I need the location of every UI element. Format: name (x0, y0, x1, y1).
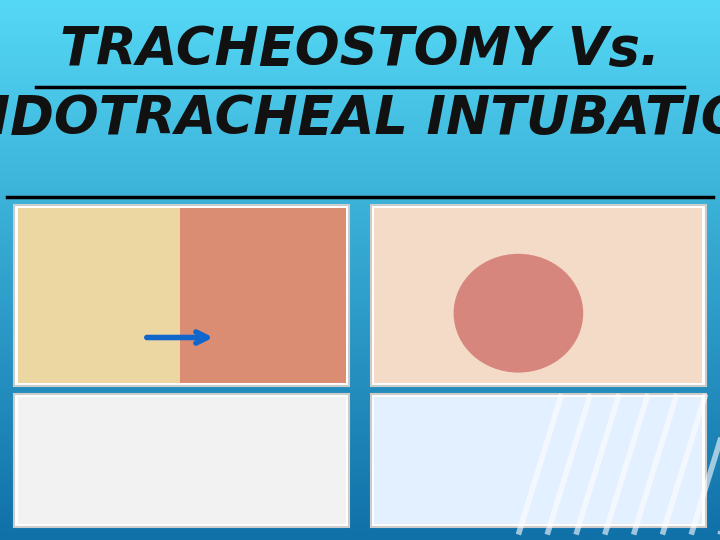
Text: ENDOTRACHEAL INTUBATION: ENDOTRACHEAL INTUBATION (0, 93, 720, 145)
Text: TRACHEOSTOMY Vs.: TRACHEOSTOMY Vs. (60, 24, 660, 76)
Bar (374, 208, 702, 383)
Bar (374, 397, 702, 524)
Bar (371, 394, 706, 526)
Bar (18, 397, 346, 524)
Bar (18, 208, 346, 383)
Bar (374, 208, 702, 383)
Bar (180, 208, 346, 383)
Bar (18, 208, 346, 383)
Bar (14, 205, 349, 386)
Bar (371, 205, 706, 386)
Ellipse shape (454, 254, 583, 373)
Bar (14, 394, 349, 526)
